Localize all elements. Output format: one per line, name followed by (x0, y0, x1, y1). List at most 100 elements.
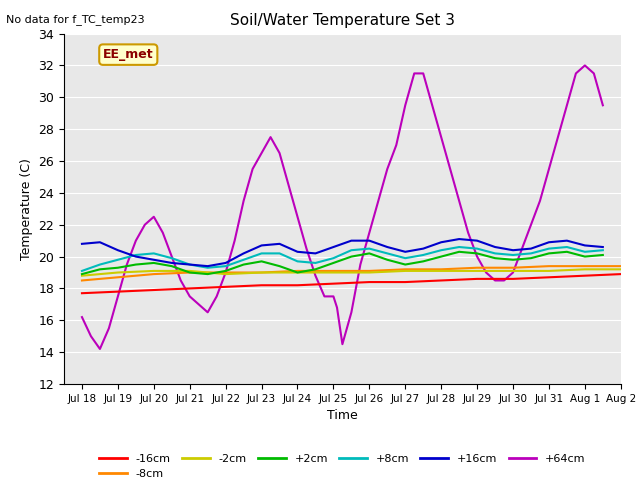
+16cm (437, 240, 445, 245)
+8cm (294, 258, 301, 264)
+8cm (222, 263, 230, 269)
+8cm (258, 251, 266, 256)
X-axis label: Time: Time (327, 409, 358, 422)
+2cm (563, 249, 571, 255)
-16cm (258, 282, 266, 288)
+2cm (473, 251, 481, 256)
-2cm (509, 268, 517, 274)
+16cm (150, 257, 157, 263)
+16cm (78, 241, 86, 247)
+8cm (455, 244, 463, 250)
Line: -8cm: -8cm (82, 266, 621, 280)
+8cm (132, 252, 140, 258)
+2cm (78, 271, 86, 277)
+8cm (312, 260, 319, 266)
+2cm (437, 254, 445, 260)
+2cm (150, 260, 157, 266)
+64cm (177, 277, 184, 283)
+8cm (96, 262, 104, 267)
+8cm (150, 251, 157, 256)
-8cm (437, 266, 445, 272)
+64cm (78, 314, 86, 320)
+2cm (401, 262, 409, 267)
+16cm (222, 260, 230, 266)
+8cm (365, 246, 373, 252)
+64cm (267, 134, 275, 140)
-16cm (294, 282, 301, 288)
Line: -2cm: -2cm (82, 269, 621, 276)
Text: No data for f_TC_temp23: No data for f_TC_temp23 (6, 14, 145, 25)
Y-axis label: Temperature (C): Temperature (C) (20, 158, 33, 260)
-8cm (473, 265, 481, 271)
+16cm (204, 263, 212, 269)
Line: +64cm: +64cm (82, 65, 603, 349)
-16cm (222, 284, 230, 290)
+8cm (437, 247, 445, 253)
+16cm (492, 244, 499, 250)
+8cm (492, 251, 499, 256)
-8cm (222, 270, 230, 276)
-8cm (545, 263, 553, 269)
+16cm (581, 242, 589, 248)
+2cm (168, 263, 175, 269)
+16cm (599, 244, 607, 250)
+8cm (78, 268, 86, 274)
+64cm (96, 346, 104, 352)
+16cm (114, 247, 122, 253)
-8cm (401, 266, 409, 272)
+2cm (240, 262, 248, 267)
+2cm (509, 257, 517, 263)
-8cm (114, 275, 122, 280)
+16cm (545, 240, 553, 245)
+8cm (276, 251, 284, 256)
+8cm (599, 247, 607, 253)
+8cm (186, 262, 193, 267)
+2cm (294, 270, 301, 276)
+16cm (132, 254, 140, 260)
-16cm (401, 279, 409, 285)
+16cm (401, 249, 409, 255)
+2cm (204, 271, 212, 277)
-2cm (401, 268, 409, 274)
-16cm (114, 289, 122, 295)
Line: -16cm: -16cm (82, 274, 621, 293)
-2cm (258, 270, 266, 276)
+8cm (473, 246, 481, 252)
+2cm (419, 258, 427, 264)
+64cm (410, 71, 418, 76)
+2cm (132, 262, 140, 267)
+2cm (186, 270, 193, 276)
+2cm (348, 254, 355, 260)
+16cm (348, 238, 355, 243)
-2cm (150, 268, 157, 274)
+8cm (563, 244, 571, 250)
+64cm (222, 270, 230, 276)
+64cm (258, 150, 266, 156)
+2cm (545, 251, 553, 256)
+8cm (204, 265, 212, 271)
-8cm (78, 277, 86, 283)
-16cm (186, 286, 193, 291)
-8cm (150, 271, 157, 277)
Line: +8cm: +8cm (82, 247, 603, 271)
-2cm (78, 273, 86, 278)
Line: +16cm: +16cm (82, 239, 603, 266)
+8cm (419, 252, 427, 258)
+8cm (348, 247, 355, 253)
+16cm (96, 240, 104, 245)
-16cm (545, 275, 553, 280)
+16cm (509, 247, 517, 253)
+2cm (581, 254, 589, 260)
+64cm (581, 62, 589, 68)
-8cm (330, 268, 337, 274)
+16cm (330, 244, 337, 250)
+16cm (527, 246, 535, 252)
-16cm (509, 276, 517, 282)
+8cm (509, 252, 517, 258)
+2cm (276, 263, 284, 269)
-16cm (617, 271, 625, 277)
+16cm (186, 262, 193, 267)
+64cm (599, 102, 607, 108)
+2cm (96, 266, 104, 272)
+8cm (168, 255, 175, 261)
